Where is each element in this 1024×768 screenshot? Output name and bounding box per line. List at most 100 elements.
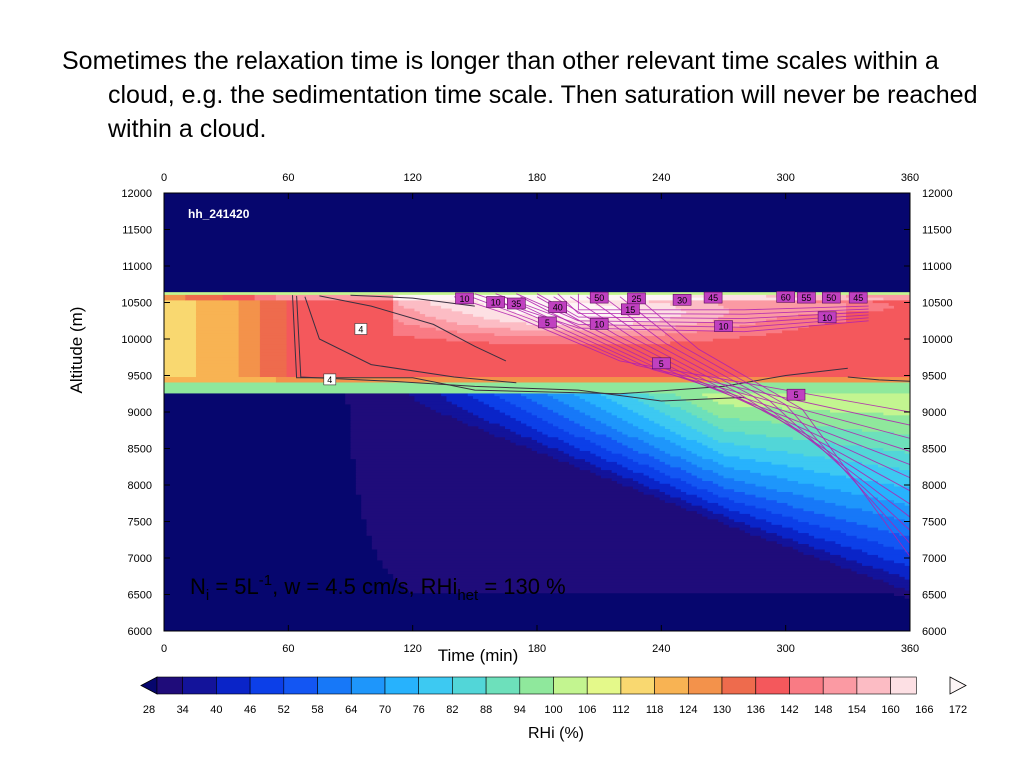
colorbar-tick-label: 106 <box>578 704 596 716</box>
rhi-cell <box>164 524 368 528</box>
rhi-cell <box>718 461 773 465</box>
rhi-cell <box>547 392 575 397</box>
contour-label-box <box>714 320 733 332</box>
rhi-cell <box>611 436 639 440</box>
rhi-cell <box>606 447 634 451</box>
colorbar-under-arrow <box>140 676 158 695</box>
x-tick-label: 300 <box>776 643 794 655</box>
rhi-cell <box>611 425 639 430</box>
rhi-cell <box>425 313 474 317</box>
rhi-cell <box>164 332 197 336</box>
rhi-cell <box>840 458 910 462</box>
y-tick-label-right: 11000 <box>922 261 952 273</box>
contour-label-text: 40 <box>553 303 563 313</box>
rhi-cell <box>712 422 805 427</box>
rhi-cell <box>164 255 910 260</box>
rhi-cell <box>403 587 906 591</box>
rhi-cell <box>259 332 288 336</box>
colorbar-tick-label: 52 <box>278 704 290 716</box>
rhi-cell <box>478 414 511 419</box>
rhi-cell <box>355 472 597 476</box>
rhi-cell <box>824 499 895 503</box>
rhi-cell <box>712 469 751 473</box>
contour-label-text: 5 <box>545 318 550 328</box>
rhi-cell <box>638 488 661 492</box>
rhi-cell <box>558 398 586 402</box>
rhi-cell <box>622 483 645 487</box>
rhi-cell <box>840 529 890 534</box>
rhi-cell <box>904 587 910 591</box>
rhi-cell <box>195 307 240 312</box>
rhi-cell <box>782 513 826 517</box>
colorbar-tick-label: 142 <box>780 704 798 716</box>
rhi-cell <box>894 431 910 435</box>
rhi-cell <box>238 307 261 312</box>
y-tick-label-right: 7000 <box>922 553 946 565</box>
rhi-cell <box>164 272 910 276</box>
rhi-cell <box>164 381 910 386</box>
rhi-cell <box>526 409 554 413</box>
rhi-cell <box>164 431 352 435</box>
rhi-cell <box>659 318 714 323</box>
rhi-cell <box>568 417 597 421</box>
rhi-cell <box>835 540 879 544</box>
rhi-cell <box>558 436 586 440</box>
rhi-cell <box>734 466 805 471</box>
rhi-cell <box>686 480 714 484</box>
rhi-cell <box>584 436 613 440</box>
rhi-cell <box>712 412 884 416</box>
rhi-cell <box>894 584 910 588</box>
rhi-cell <box>606 409 634 413</box>
rhi-cell <box>195 305 240 309</box>
rhi-cell <box>830 526 879 531</box>
contour-label: 55 <box>797 291 816 304</box>
rhi-cell <box>494 332 666 336</box>
rhi-cell <box>814 299 874 304</box>
rhi-cell <box>350 431 490 435</box>
rhi-cell <box>718 502 746 506</box>
rhi-cell <box>766 537 794 542</box>
rhi-cell <box>393 318 400 323</box>
rhi-cell <box>164 551 378 555</box>
rhi-cell <box>830 472 910 476</box>
rhi-cell <box>286 327 394 331</box>
rhi-cell <box>664 436 687 440</box>
rhi-cell <box>904 502 910 506</box>
rhi-cell <box>195 324 240 328</box>
rhi-cell <box>846 557 884 561</box>
rhi-cell <box>830 559 858 564</box>
rhi-cell <box>867 537 910 542</box>
rhi-cell <box>606 395 634 399</box>
rhi-cell <box>574 392 602 397</box>
rhi-cell <box>238 302 261 306</box>
rhi-cell <box>664 425 693 430</box>
x-tick-label: 180 <box>528 643 546 655</box>
rhi-cell <box>691 425 719 430</box>
rhi-cell <box>659 447 687 451</box>
contour-label: 60 <box>776 291 796 303</box>
rhi-cell <box>670 428 698 432</box>
rhi-cell <box>164 603 910 607</box>
rhi-cell <box>680 313 725 317</box>
rhi-cell <box>164 220 910 224</box>
y-tick-label-right: 11500 <box>922 225 952 237</box>
rhi-cell <box>686 409 709 413</box>
rhi-cell <box>595 472 618 476</box>
colorbar-swatch <box>249 676 285 695</box>
contour-label-box <box>323 373 337 386</box>
rhi-cell <box>164 236 910 241</box>
rhi-cell <box>856 535 910 539</box>
rhi-cell <box>164 557 378 561</box>
rhi-cell <box>345 395 416 399</box>
rhi-cell <box>164 428 352 432</box>
rhi-cell <box>409 392 442 397</box>
rhi-cell <box>286 302 394 306</box>
rhi-cell <box>595 403 623 408</box>
contour-label: 45 <box>703 291 723 304</box>
rhi-cell <box>478 425 506 430</box>
rhi-cell <box>164 466 357 471</box>
rhi-cell <box>164 214 910 219</box>
rhi-cell <box>164 568 389 572</box>
rhi-cell <box>164 461 357 465</box>
